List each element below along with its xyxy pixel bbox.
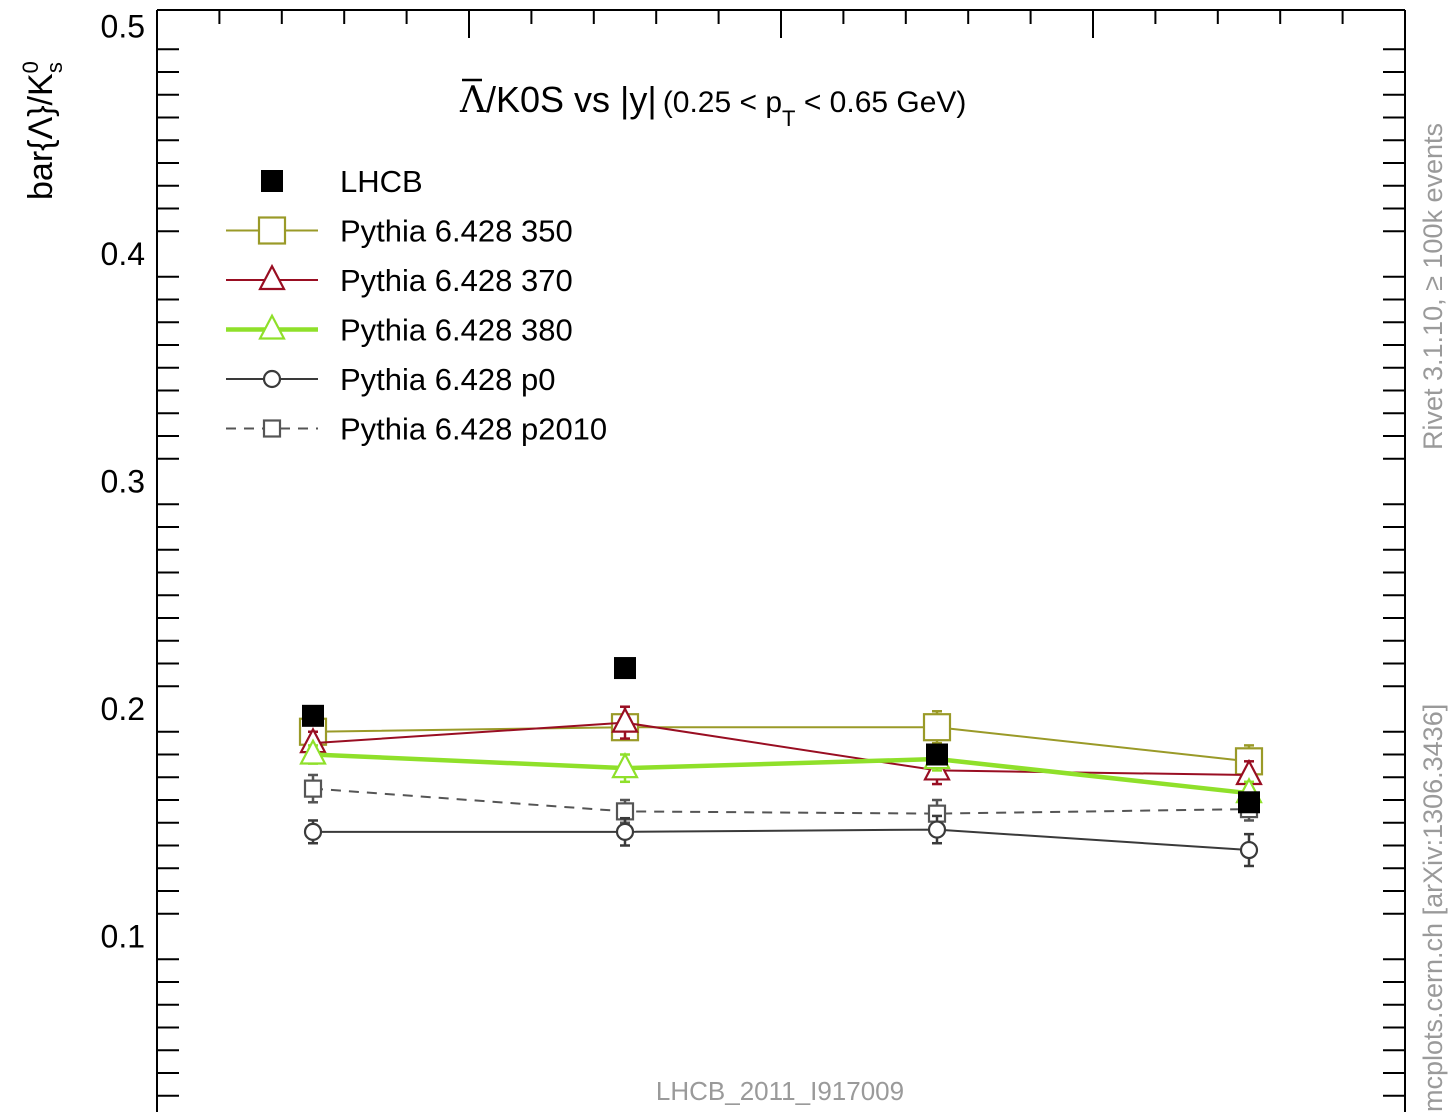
- marker: [303, 822, 323, 841]
- y-tick-label: 0.1: [101, 919, 145, 955]
- title-range-pre: (0.25 < p: [663, 86, 782, 119]
- marker: [258, 263, 286, 291]
- legend: LHCB Pythia 6.428 350 Pythia 6.428 370 Pyth…: [226, 164, 607, 447]
- legend-entry: Pythia 6.428 p2010: [226, 412, 607, 447]
- marker: [302, 704, 324, 727]
- legend-label: Pythia 6.428 370: [340, 263, 573, 298]
- series-line: [312, 721, 1250, 776]
- marker: [262, 369, 282, 389]
- side-label-top: Rivet 3.1.10, ≥ 100k events: [1418, 123, 1448, 450]
- y-axis-label: bar{Λ}/K0s: [18, 61, 67, 200]
- marker: [261, 170, 283, 192]
- y-tick-labels: 0.1 0.2 0.3 0.4 0.5: [101, 9, 145, 955]
- legend-label: LHCB: [340, 164, 423, 199]
- marker: [303, 779, 323, 798]
- y-tick-label: 0.4: [101, 236, 145, 272]
- marker: [614, 657, 636, 680]
- series-line: [313, 828, 1250, 852]
- series-lhcb: [302, 657, 1260, 814]
- marker: [1239, 840, 1259, 860]
- series-layer: [298, 657, 1264, 868]
- series-line: [312, 787, 1250, 815]
- marker: [927, 820, 947, 839]
- marker: [299, 738, 327, 765]
- title-lambda: Λ: [459, 80, 487, 121]
- series-pythia-6-428-370: [299, 705, 1263, 790]
- marker: [926, 743, 948, 766]
- marker: [611, 706, 639, 733]
- marker: [257, 216, 287, 245]
- marker: [611, 751, 639, 779]
- y-axis-label-sub: s: [42, 62, 67, 73]
- legend-label: Pythia 6.428 380: [340, 313, 573, 348]
- y-tick-label: 0.3: [101, 464, 145, 500]
- y-tick-label: 0.2: [101, 691, 145, 727]
- side-label-bottom: mcplots.cern.ch [arXiv:1306.3436]: [1418, 704, 1448, 1112]
- marker: [922, 713, 952, 742]
- y-axis-label-sup: 0: [18, 61, 43, 73]
- legend-entry: Pythia 6.428 380: [226, 313, 573, 348]
- marker: [262, 419, 282, 438]
- legend-label: Pythia 6.428 350: [340, 214, 573, 249]
- title-range-sub: T: [782, 106, 795, 131]
- chart-title: Λ/K0S vs |y| (0.25 < pT < 0.65 GeV): [459, 79, 966, 131]
- legend-entry: Pythia 6.428 p0: [226, 362, 555, 397]
- series-pythia-6-428-p2010: [303, 773, 1259, 829]
- axis-ticks: [156, 10, 1406, 1097]
- series-pythia-6-428-p0: [303, 814, 1259, 868]
- series-line: [312, 752, 1250, 796]
- marker: [615, 822, 635, 841]
- y-axis-label-main: bar{Λ}/K: [22, 73, 60, 200]
- legend-entry: LHCB: [261, 164, 423, 199]
- marker: [258, 313, 286, 340]
- legend-label: Pythia 6.428 p0: [340, 362, 555, 397]
- y-tick-label: 0.5: [101, 9, 145, 45]
- title-range-post: < 0.65 GeV): [795, 86, 966, 119]
- analysis-watermark: LHCB_2011_I917009: [656, 1076, 904, 1106]
- marker: [1238, 791, 1260, 814]
- legend-entry: Pythia 6.428 370: [226, 263, 573, 298]
- legend-entry: Pythia 6.428 350: [226, 214, 573, 249]
- series-pythia-6-428-350: [298, 710, 1264, 779]
- legend-label: Pythia 6.428 p2010: [340, 412, 607, 447]
- title-rest: /K0S vs |y|: [486, 79, 657, 120]
- series-line: [312, 726, 1250, 763]
